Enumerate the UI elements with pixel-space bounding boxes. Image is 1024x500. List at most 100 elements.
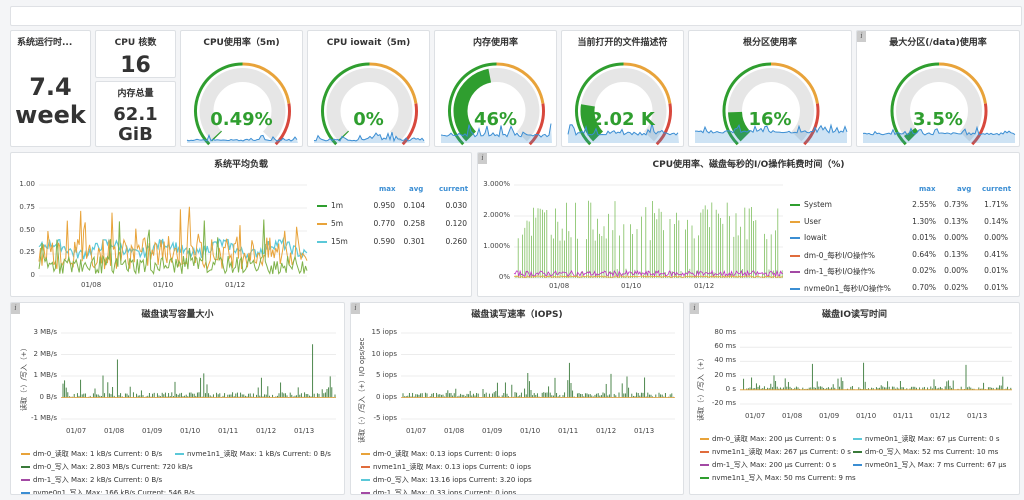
- legend-label: dm-0_读取 Max: 1 kB/s Current: 0 B/s: [33, 450, 163, 458]
- legend-item[interactable]: nvme1n1_读取 Max: 1 kB/s Current: 0 B/s: [175, 449, 331, 459]
- gauge-panel[interactable]: CPU使用率（5m) 0.49%: [180, 30, 303, 147]
- legend-item[interactable]: dm-0_写入 Max: 13.16 iops Current: 3.20 io…: [361, 475, 532, 485]
- legend-item[interactable]: Iowait: [790, 233, 827, 242]
- legend-label: dm-1_写入 Max: 2 kB/s Current: 0 B/s: [33, 476, 163, 484]
- x-tick-label: 01/12: [930, 412, 951, 420]
- y-tick-label: 20 ms: [714, 370, 736, 379]
- y-tick-label: 1.00: [19, 180, 35, 188]
- legend-item[interactable]: dm-0_读取 Max: 0.13 iops Current: 0 iops: [361, 449, 516, 459]
- legend-item[interactable]: dm-0_写入 Max: 52 ms Current: 10 ms: [853, 447, 998, 457]
- legend-item[interactable]: nvme1n1_读取 Max: 267 µs Current: 0 s: [700, 447, 851, 457]
- y-tick-label: 0: [30, 271, 35, 280]
- legend-item[interactable]: 15m: [317, 237, 348, 246]
- cpu-cores-title: CPU 核数: [114, 38, 157, 48]
- legend-item[interactable]: dm-1_写入 Max: 200 µs Current: 0 s: [700, 460, 836, 470]
- legend-item[interactable]: System: [790, 200, 832, 209]
- x-tick-label: 01/09: [482, 427, 503, 435]
- y-tick-label: 1.000%: [483, 242, 510, 250]
- gauge-threshold-green: [194, 62, 243, 146]
- gauge-panel[interactable]: 内存使用率 46%: [434, 30, 557, 147]
- gauge-graphic: [313, 62, 425, 146]
- gauge-graphic: [862, 62, 1016, 146]
- legend-item[interactable]: 1m: [317, 201, 343, 210]
- gauge-panel[interactable]: CPU iowait（5m) 0%: [307, 30, 430, 147]
- cell-avg: 0.258: [403, 219, 425, 228]
- uptime-title: 系统运行时...: [17, 38, 73, 48]
- cpu-io-panel[interactable]: i CPU使用率、磁盘每秒的I/O操作耗费时间（%) max avg current…: [477, 152, 1020, 297]
- legend-label: 1m: [331, 201, 344, 210]
- gauge-threshold-orange: [623, 62, 672, 104]
- legend-label: nvme0n1_读取 Max: 67 µs Current: 0 s: [865, 435, 1000, 443]
- mem-total-value: 62.1: [113, 104, 158, 125]
- legend-label: nvme1n1_读取 Max: 1 kB/s Current: 0 B/s: [187, 450, 331, 458]
- gauge-panel[interactable]: 当前打开的文件描述符 2.02 K: [561, 30, 684, 147]
- table-header-current: current: [982, 185, 1012, 193]
- sparkline-area: [314, 132, 425, 143]
- legend-swatch: [700, 464, 709, 466]
- gauge-panel[interactable]: i 最大分区(/data)使用率 3.5%: [856, 30, 1020, 147]
- cell-max: 0.64%: [912, 249, 936, 259]
- disk-iops-panel[interactable]: i 磁盘读写速率（IOPS) 读取（-）/写入（+）I/O ops/sec dm…: [350, 302, 684, 495]
- disk-bytes-panel[interactable]: i 磁盘读写容量大小 读取（-）/写入（+） dm-0_读取 Max: 1 kB…: [10, 302, 345, 495]
- y-tick-label: 60 ms: [714, 342, 736, 351]
- x-tick-label: 01/08: [782, 412, 803, 420]
- x-tick-label: 01/10: [520, 427, 541, 435]
- legend-item[interactable]: 5m: [317, 219, 343, 228]
- gauge-threshold-red: [655, 103, 672, 146]
- legend-item[interactable]: nvme0n1_写入 Max: 7 ms Current: 67 µs: [853, 460, 1006, 470]
- cell-avg: 0.02%: [944, 282, 968, 292]
- gauge-value-arc: [337, 130, 350, 142]
- gauge-panel[interactable]: 根分区使用率 16%: [688, 30, 852, 147]
- mem-total-panel[interactable]: 内存总量 62.1 GiB: [95, 81, 176, 147]
- gauge-value-arc: [453, 68, 492, 142]
- info-icon[interactable]: i: [11, 303, 20, 314]
- cell-avg: 0.301: [403, 237, 425, 246]
- info-icon[interactable]: i: [690, 303, 699, 314]
- sparkline: [313, 131, 425, 143]
- legend-swatch: [21, 453, 30, 455]
- info-icon[interactable]: i: [478, 153, 487, 164]
- series-5m: [38, 206, 308, 272]
- legend-item[interactable]: nvme0n1_每秒I/O操作%: [790, 283, 891, 294]
- gauge-graphic: [694, 62, 848, 146]
- disk-time-chart: [740, 332, 1012, 405]
- legend-item[interactable]: dm-1_每秒I/O操作%: [790, 266, 875, 277]
- legend-item[interactable]: nvme1n1_读取 Max: 0.13 iops Current: 0 iop…: [361, 462, 531, 472]
- legend-item[interactable]: nvme1n1_写入 Max: 50 ms Current: 9 ms: [700, 473, 856, 483]
- legend-item[interactable]: dm-0_读取 Max: 1 kB/s Current: 0 B/s: [21, 449, 162, 459]
- cell-max: 0.770: [373, 219, 395, 228]
- x-tick-label: 01/10: [153, 281, 174, 289]
- legend-swatch: [790, 237, 800, 239]
- load-title: 系统平均负载: [213, 160, 268, 170]
- load-panel[interactable]: 系统平均负载 max avg current 1m 0.950 0.104 0.030 5m 0…: [10, 152, 472, 297]
- gauge-title: 根分区使用率: [742, 38, 797, 48]
- y-tick-label: 3 MB/s: [33, 328, 57, 336]
- load-chart: [38, 184, 308, 277]
- legend-item[interactable]: dm-1_写入 Max: 2 kB/s Current: 0 B/s: [21, 475, 162, 485]
- info-icon[interactable]: i: [351, 303, 360, 314]
- legend-item[interactable]: nvme0n1_读取 Max: 67 µs Current: 0 s: [853, 434, 1000, 444]
- cpu-cores-panel[interactable]: CPU 核数 16: [95, 30, 176, 78]
- legend-item[interactable]: dm-0_读取 Max: 200 µs Current: 0 s: [700, 434, 836, 444]
- legend-label: Iowait: [804, 233, 827, 242]
- disk-time-panel[interactable]: i 磁盘IO读写时间 读取（-）/写入（+） dm-0_读取 Max: 200 …: [689, 302, 1020, 495]
- legend-item[interactable]: dm-0_每秒I/O操作%: [790, 250, 875, 261]
- cell-current: 0.01%: [984, 266, 1008, 275]
- legend-item[interactable]: dm-0_写入 Max: 2.803 MB/s Current: 720 kB/…: [21, 462, 193, 472]
- legend-label: nvme1n1_读取 Max: 267 µs Current: 0 s: [712, 448, 851, 456]
- gauge-graphic: [186, 62, 298, 146]
- gauge-threshold-orange: [770, 62, 819, 104]
- gauge-value: 0.49%: [210, 109, 273, 130]
- legend-item[interactable]: nvme0n1_写入 Max: 166 kB/s Current: 546 B/…: [21, 488, 195, 494]
- info-icon[interactable]: i: [857, 31, 866, 42]
- table-header-max: max: [379, 185, 396, 193]
- legend-swatch: [853, 464, 862, 466]
- gauge-track: [896, 68, 982, 142]
- cell-current: 0.120: [445, 219, 467, 228]
- legend-label: dm-0_写入 Max: 52 ms Current: 10 ms: [865, 448, 999, 456]
- legend-label: 15m: [331, 237, 348, 246]
- gauge-threshold-red: [528, 103, 545, 146]
- legend-item[interactable]: User: [790, 217, 821, 226]
- uptime-panel[interactable]: 系统运行时... 7.4 week: [10, 30, 91, 147]
- legend-item[interactable]: dm-1_写入 Max: 0.33 iops Current: 0 iops: [361, 488, 516, 494]
